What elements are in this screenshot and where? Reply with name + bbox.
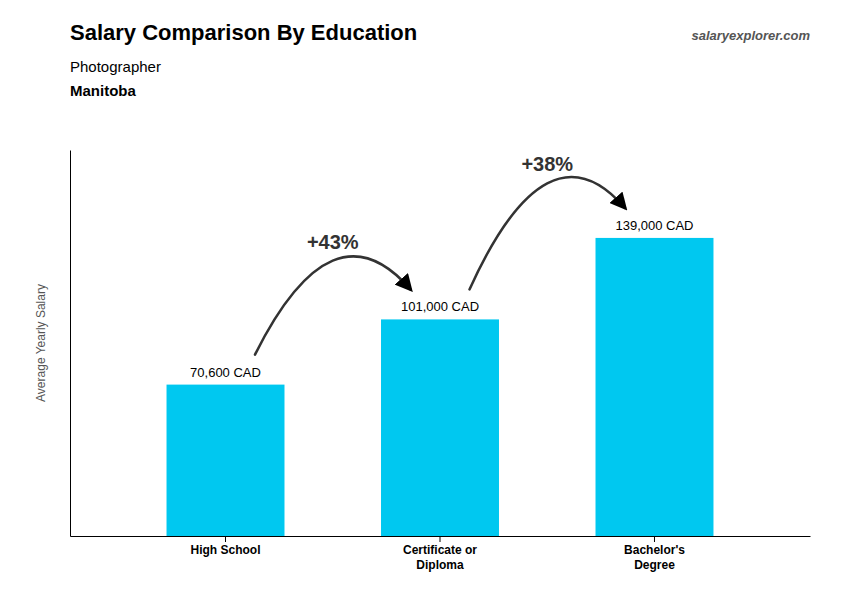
subtitle: Photographer — [70, 58, 161, 75]
x-tick-label-line: Degree — [634, 558, 675, 572]
bar — [596, 238, 714, 536]
growth-arrow — [469, 177, 625, 289]
x-tick-label: Bachelor'sDegree — [624, 543, 685, 572]
growth-arrow — [255, 256, 411, 354]
x-tick-label: High School — [191, 543, 261, 557]
growth-label: +43% — [307, 231, 359, 253]
data-label: 101,000 CAD — [401, 299, 479, 314]
x-tick-label-line: Bachelor's — [624, 543, 685, 557]
y-axis — [70, 151, 71, 537]
bar — [381, 319, 499, 536]
bar — [167, 385, 285, 536]
y-axis-title: Average Yearly Salary — [34, 284, 48, 402]
data-labels: 70,600 CAD 101,000 CAD 139,000 CAD — [190, 218, 693, 380]
title: Salary Comparison By Education — [70, 20, 417, 45]
x-tick-label-line: Certificate or — [403, 543, 477, 557]
x-axis: High School Certificate orDiploma Bachelor… — [71, 536, 811, 572]
growth-label: +38% — [521, 153, 573, 175]
y-axis-line — [70, 151, 71, 537]
data-label: 70,600 CAD — [190, 365, 261, 380]
x-tick-mark — [225, 536, 226, 542]
chart: Salary Comparison By Education Photograph… — [0, 0, 850, 606]
source-note: salaryexplorer.com — [691, 28, 810, 43]
x-tick-label: Certificate orDiploma — [403, 543, 477, 572]
subtitle: Manitoba — [70, 82, 136, 99]
x-tick: Certificate orDiploma — [403, 536, 477, 572]
plot-area — [167, 238, 714, 536]
x-tick-mark — [440, 536, 441, 542]
x-tick-label-line: High School — [191, 543, 261, 557]
x-tick: Bachelor'sDegree — [624, 536, 685, 572]
x-tick-mark — [654, 536, 655, 542]
x-tick: High School — [191, 536, 261, 557]
data-label: 139,000 CAD — [615, 218, 693, 233]
x-tick-label-line: Diploma — [416, 558, 464, 572]
arrows: +43% +38% — [255, 153, 625, 354]
